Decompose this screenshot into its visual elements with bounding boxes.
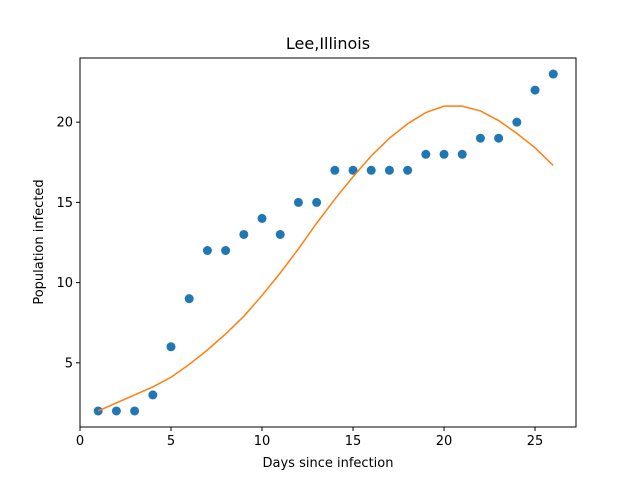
data-point [512, 118, 521, 127]
data-point [494, 134, 503, 143]
data-point [531, 86, 540, 95]
data-point [130, 406, 139, 415]
x-tick-label: 15 [345, 434, 362, 449]
x-axis-label: Days since infection [263, 456, 394, 471]
data-point [112, 406, 121, 415]
data-point [239, 230, 248, 239]
data-point [312, 198, 321, 207]
chart-title: Lee,Illinois [286, 34, 370, 53]
data-point [203, 246, 212, 255]
data-point [476, 134, 485, 143]
x-tick-label: 10 [254, 434, 271, 449]
data-point [403, 166, 412, 175]
data-point [367, 166, 376, 175]
data-point [185, 294, 194, 303]
x-tick-label: 20 [436, 434, 453, 449]
data-point [258, 214, 267, 223]
data-point [421, 150, 430, 159]
data-point [294, 198, 303, 207]
data-point [221, 246, 230, 255]
data-point [330, 166, 339, 175]
y-tick-label: 5 [65, 356, 73, 371]
y-tick-label: 20 [56, 116, 73, 131]
data-point [549, 70, 558, 79]
x-tick-label: 0 [76, 434, 84, 449]
data-point [440, 150, 449, 159]
y-tick-label: 10 [56, 276, 73, 291]
x-tick-label: 5 [167, 434, 175, 449]
y-axis-label: Population infected [32, 179, 47, 304]
y-tick-label: 15 [56, 196, 73, 211]
data-point [276, 230, 285, 239]
data-point [385, 166, 394, 175]
data-point [148, 390, 157, 399]
data-point [458, 150, 467, 159]
x-tick-label: 25 [527, 434, 544, 449]
data-point [167, 342, 176, 351]
